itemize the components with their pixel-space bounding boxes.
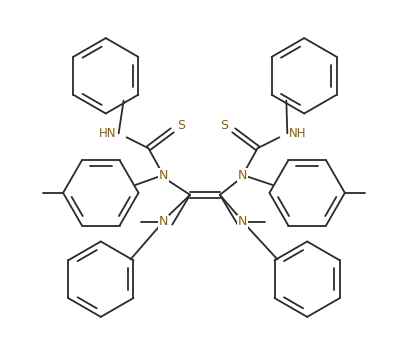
Text: S: S (177, 119, 185, 132)
Text: NH: NH (289, 127, 307, 140)
Text: HN: HN (99, 127, 117, 140)
Text: N: N (159, 169, 168, 182)
Text: N: N (238, 169, 247, 182)
Text: N: N (159, 215, 168, 228)
Text: S: S (220, 119, 228, 132)
Text: N: N (238, 215, 247, 228)
